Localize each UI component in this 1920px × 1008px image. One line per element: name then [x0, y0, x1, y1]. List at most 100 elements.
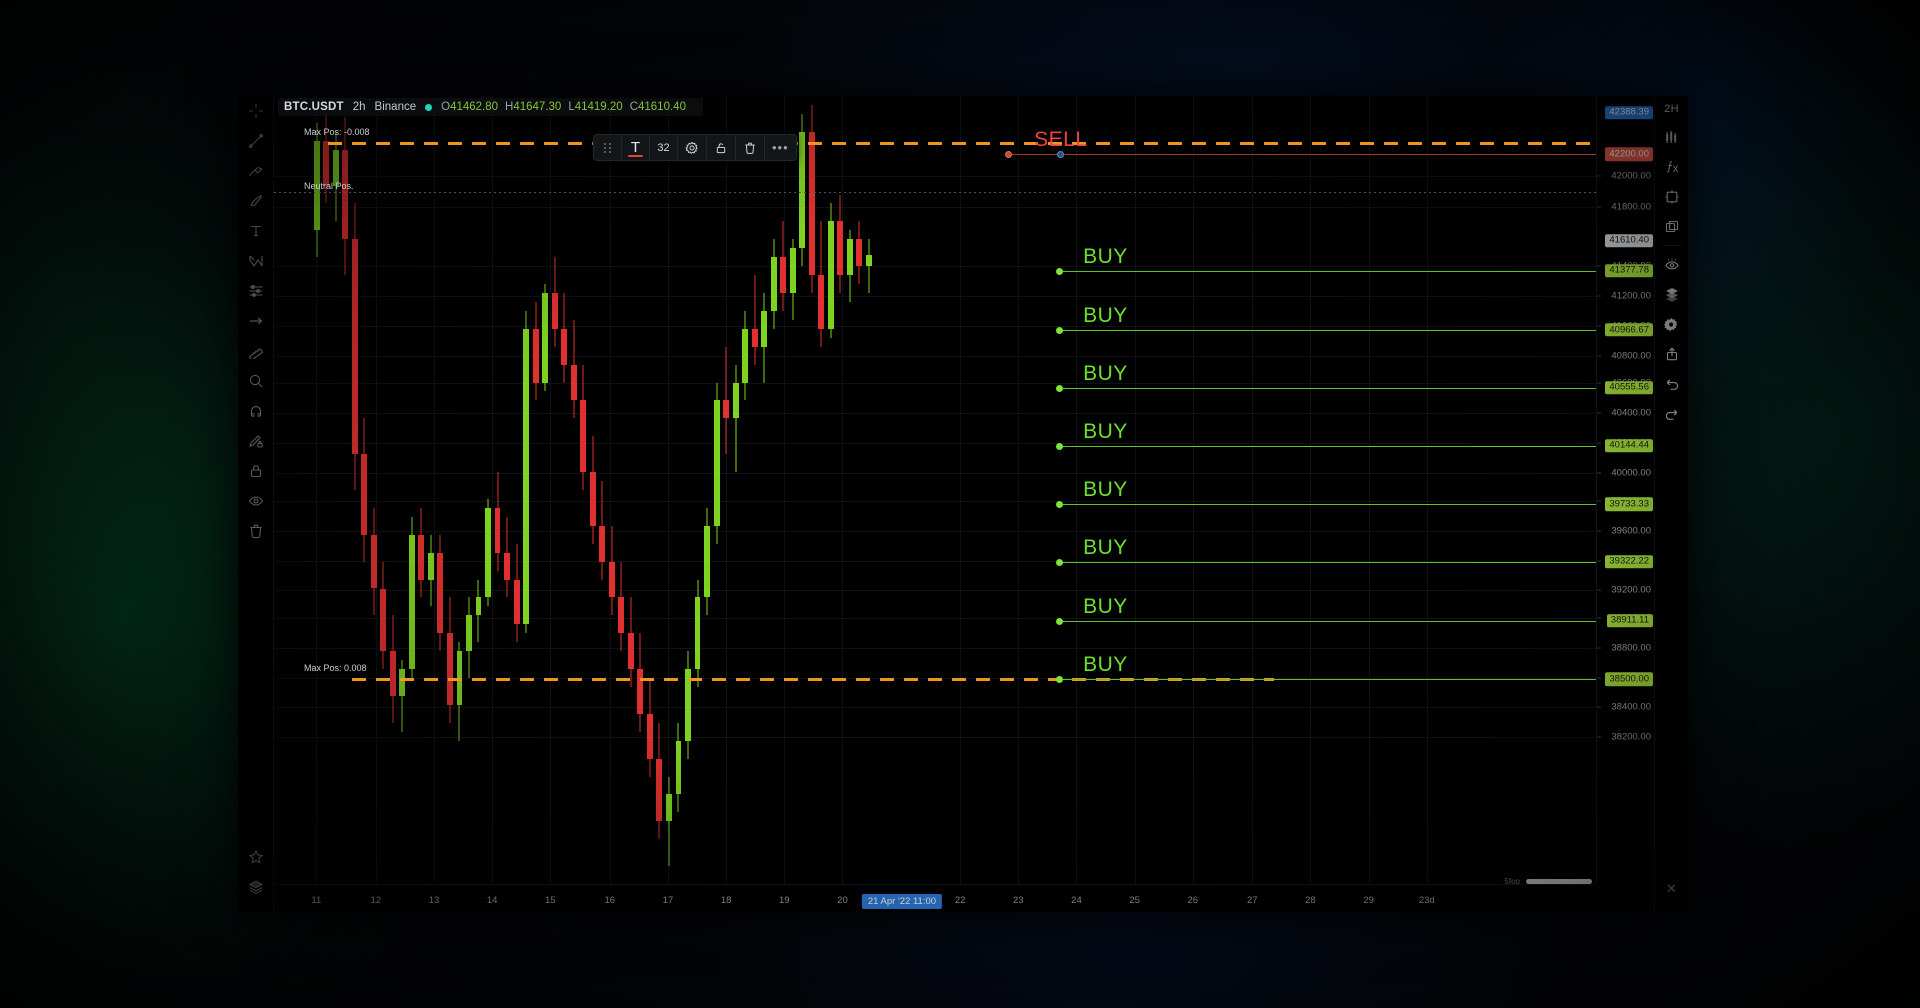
order-price-line[interactable] — [1059, 620, 1596, 622]
favorites-tool[interactable] — [239, 842, 273, 872]
order-label-buy[interactable]: BUY — [1083, 304, 1128, 328]
timeframe-indicator[interactable]: 2H — [1664, 103, 1679, 115]
remove-drawings-tool[interactable] — [239, 516, 273, 546]
time-tick-label: 20 — [837, 895, 848, 906]
order-anchor-point[interactable] — [1056, 384, 1064, 392]
arrow-tool[interactable] — [239, 306, 273, 336]
order-anchor-point[interactable] — [1056, 617, 1064, 625]
price-tag-blue[interactable]: 42388.39 — [1605, 105, 1653, 120]
order-anchor-point[interactable] — [1056, 676, 1064, 684]
price-axis[interactable]: 42000.0041800.0041400.0041200.0041000.00… — [1596, 96, 1654, 884]
order-label-buy[interactable]: BUY — [1083, 478, 1128, 502]
drawing-object-toolbar[interactable]: T 32 ••• — [593, 134, 797, 161]
unlock-icon[interactable] — [707, 135, 736, 160]
prediction-tool[interactable] — [239, 276, 273, 306]
magnet-tool[interactable] — [239, 396, 273, 426]
order-label-buy[interactable]: BUY — [1083, 419, 1128, 443]
order-label-buy[interactable]: BUY — [1083, 361, 1128, 385]
hide-drawings-tool[interactable] — [239, 486, 273, 516]
order-anchor-point[interactable] — [1056, 267, 1064, 275]
candlestick — [675, 96, 682, 884]
price-tag-red[interactable]: 42200.00 — [1605, 147, 1653, 162]
horizontal-scrollbar[interactable] — [1526, 879, 1592, 884]
order-price-line[interactable] — [1059, 679, 1596, 681]
price-tag-green[interactable]: 38911.11 — [1606, 614, 1653, 628]
object-tree-tool[interactable] — [239, 872, 273, 902]
brush-tool[interactable] — [239, 186, 273, 216]
gridline-horizontal — [274, 326, 1596, 328]
order-anchor-point[interactable] — [1056, 327, 1064, 335]
duplicate-button[interactable] — [1656, 212, 1688, 242]
order-anchor-point[interactable] — [1056, 558, 1064, 566]
price-plot[interactable]: Max Pos: -0.008 Neutral Pos. Max Pos: 0.00… — [274, 96, 1596, 884]
visibility-button[interactable] — [1656, 249, 1688, 279]
price-tag-green[interactable]: 40555.56 — [1605, 380, 1653, 395]
candle-body — [513, 579, 520, 625]
lock-drawings-tool[interactable] — [239, 456, 273, 486]
price-tag-green[interactable]: 38500.00 — [1605, 672, 1653, 686]
candlestick — [646, 96, 653, 884]
order-anchor-point[interactable] — [1056, 442, 1064, 450]
order-price-line[interactable] — [1059, 445, 1596, 447]
undo-button[interactable] — [1656, 369, 1688, 399]
order-price-line[interactable] — [1059, 330, 1596, 332]
candle-body — [856, 239, 863, 267]
order-price-line[interactable] — [1059, 504, 1596, 506]
text-color-swatch — [628, 154, 643, 157]
formula-button[interactable] — [1656, 152, 1688, 182]
indicators-button[interactable] — [1656, 122, 1688, 152]
share-button[interactable] — [1656, 339, 1688, 369]
layers-button[interactable] — [1656, 279, 1688, 309]
price-tag-green[interactable]: 39733.33 — [1605, 497, 1653, 511]
price-tag-green[interactable]: 40144.44 — [1605, 439, 1653, 453]
trend-line-tool[interactable] — [239, 126, 273, 156]
order-price-line[interactable] — [1059, 561, 1596, 563]
price-tag-green[interactable]: 39322.22 — [1605, 554, 1653, 569]
selected-time-tag[interactable]: 21 Apr '22 11:00 — [861, 894, 943, 909]
exchange-label[interactable]: Binance — [374, 101, 417, 113]
order-price-line[interactable] — [1059, 387, 1596, 389]
order-label-buy[interactable]: BUY — [1083, 594, 1128, 618]
time-axis[interactable]: 5foo 11 12 13 14 15 16 17 18 19 20 22 23 24 25 26 27 28 2… — [274, 877, 1596, 912]
more-options-button[interactable]: ••• — [772, 140, 789, 155]
order-anchor-point[interactable] — [1056, 501, 1064, 509]
order-label-buy[interactable]: BUY — [1083, 244, 1128, 268]
delete-object-button[interactable] — [736, 135, 765, 160]
trading-chart-window: Max Pos: -0.008 Neutral Pos. Max Pos: 0.00… — [238, 96, 1688, 912]
redo-button[interactable] — [1656, 399, 1688, 429]
order-label-buy[interactable]: BUY — [1083, 535, 1128, 559]
chart-canvas-area[interactable]: Max Pos: -0.008 Neutral Pos. Max Pos: 0.00… — [274, 96, 1654, 912]
symbol-label[interactable]: BTC.USDT — [284, 101, 344, 113]
text-style-button[interactable]: T — [622, 135, 650, 160]
order-price-line[interactable] — [1059, 270, 1596, 272]
price-tag-green[interactable]: 40966.67 — [1605, 323, 1653, 337]
max-pos-top-label: Max Pos: -0.008 — [304, 126, 370, 137]
magnifier-tool[interactable] — [239, 366, 273, 396]
fork-pattern-tool[interactable] — [239, 156, 273, 186]
text-tool[interactable] — [239, 216, 273, 246]
pattern-tool[interactable] — [239, 246, 273, 276]
chart-legend[interactable]: BTC.USDT 2h Binance O41462.80 H41647.30 … — [278, 98, 703, 116]
candlestick — [570, 96, 577, 884]
timeframe-label[interactable]: 2h — [352, 101, 366, 113]
settings-button[interactable] — [678, 135, 707, 160]
font-size-button[interactable]: 32 — [650, 135, 678, 160]
crosshair-tool[interactable] — [239, 96, 273, 126]
drawing-mode-tool[interactable] — [239, 426, 273, 456]
price-tag-green[interactable]: 41377.78 — [1605, 264, 1653, 278]
settings-button[interactable] — [1656, 309, 1688, 339]
order-price-line[interactable] — [1007, 154, 1596, 156]
drag-handle-icon[interactable] — [594, 135, 622, 160]
open-value: 41462.80 — [450, 101, 499, 113]
candle-body — [561, 328, 568, 365]
order-anchor-point-secondary[interactable] — [1056, 151, 1064, 159]
order-label-buy[interactable]: BUY — [1083, 653, 1128, 677]
fit-screen-button[interactable] — [1656, 182, 1688, 212]
close-button[interactable]: ✕ — [1666, 881, 1677, 896]
ruler-tool[interactable] — [239, 336, 273, 366]
price-tag-grey[interactable]: 41610.40 — [1605, 234, 1653, 248]
max-position-top-line[interactable] — [328, 142, 1596, 146]
candle-body — [408, 534, 415, 670]
order-anchor-point[interactable] — [1004, 151, 1012, 159]
gridline-horizontal — [274, 412, 1596, 414]
